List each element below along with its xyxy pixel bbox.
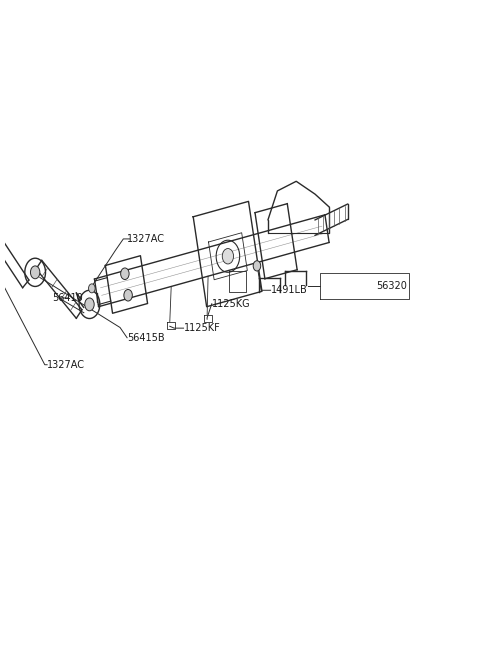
Text: 56415B: 56415B bbox=[127, 333, 165, 343]
Circle shape bbox=[253, 261, 261, 271]
Circle shape bbox=[120, 268, 129, 280]
Text: 1327AC: 1327AC bbox=[127, 234, 165, 244]
Text: 1491LB: 1491LB bbox=[271, 286, 307, 295]
Text: 56410: 56410 bbox=[52, 293, 83, 303]
Circle shape bbox=[124, 290, 132, 301]
Text: 56320: 56320 bbox=[376, 282, 408, 291]
Text: 1327AC: 1327AC bbox=[47, 360, 85, 369]
Circle shape bbox=[88, 284, 95, 293]
Circle shape bbox=[222, 248, 234, 264]
Circle shape bbox=[85, 298, 94, 311]
Text: 1125KF: 1125KF bbox=[183, 323, 220, 333]
Text: 1125KG: 1125KG bbox=[212, 299, 251, 309]
Circle shape bbox=[30, 266, 40, 279]
